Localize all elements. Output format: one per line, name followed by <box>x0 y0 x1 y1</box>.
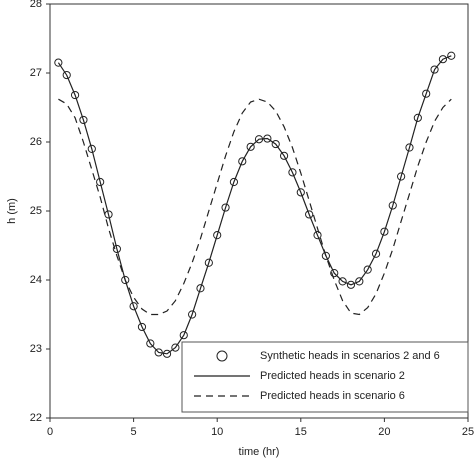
data-point <box>154 348 163 357</box>
data-point <box>87 144 96 153</box>
data-point <box>405 143 414 152</box>
data-point <box>162 349 172 358</box>
data-point <box>179 331 188 340</box>
x-tick-label: 15 <box>295 426 307 438</box>
legend-symbol <box>216 350 228 362</box>
data-point <box>363 265 372 274</box>
data-point <box>204 258 213 267</box>
x-tick-label: 20 <box>378 426 390 438</box>
data-point <box>112 244 121 254</box>
x-axis-label: time (hr) <box>239 446 280 458</box>
legend-box <box>181 341 469 413</box>
y-tick-label: 22 <box>30 412 42 424</box>
data-point <box>305 210 314 219</box>
data-point <box>313 231 322 240</box>
data-point <box>146 339 155 348</box>
y-tick-label: 27 <box>30 67 42 79</box>
data-point <box>296 188 305 197</box>
data-point <box>246 142 255 151</box>
y-tick-label: 28 <box>30 0 42 10</box>
data-point <box>70 90 80 100</box>
x-tick-label: 5 <box>131 426 137 438</box>
data-point <box>229 177 239 187</box>
data-point <box>121 275 130 285</box>
data-point <box>62 70 71 80</box>
data-point <box>79 115 88 125</box>
x-tick-label: 0 <box>47 426 53 438</box>
y-tick-label: 25 <box>30 205 42 217</box>
data-point <box>338 277 347 286</box>
data-point <box>188 310 197 319</box>
data-point <box>171 343 180 352</box>
y-tick-label: 26 <box>30 136 42 148</box>
data-point <box>346 280 356 289</box>
legend-label: Predicted heads in scenario 2 <box>260 370 405 382</box>
data-point <box>238 157 247 166</box>
x-tick-label: 25 <box>462 426 474 438</box>
data-point <box>388 201 397 210</box>
legend-label: Predicted heads in scenario 6 <box>260 390 405 402</box>
data-point <box>54 58 63 67</box>
data-point <box>221 203 230 212</box>
data-point <box>129 302 138 311</box>
data-point <box>413 113 422 122</box>
data-point <box>213 231 222 240</box>
y-tick-label: 23 <box>30 343 42 355</box>
data-point <box>447 51 456 60</box>
data-point <box>422 89 431 98</box>
data-point <box>137 322 147 332</box>
data-point <box>321 251 330 260</box>
data-point <box>330 269 339 278</box>
data-point <box>438 55 448 64</box>
x-tick-label: 10 <box>211 426 223 438</box>
data-line <box>57 55 452 355</box>
data-point <box>271 139 280 149</box>
data-point <box>355 277 364 286</box>
y-tick-label: 24 <box>30 274 42 286</box>
data-point <box>254 135 264 144</box>
y-axis-label: h (m) <box>6 198 18 224</box>
data-point <box>279 151 289 160</box>
data-point <box>371 249 381 258</box>
legend-label: Synthetic heads in scenarios 2 and 6 <box>260 350 440 362</box>
data-point <box>380 227 389 236</box>
data-point <box>96 177 105 187</box>
data-point <box>397 172 406 181</box>
data-point <box>104 210 113 219</box>
data-point <box>288 168 297 177</box>
data-point <box>263 134 272 143</box>
data-point <box>196 284 205 293</box>
data-point <box>430 65 439 74</box>
